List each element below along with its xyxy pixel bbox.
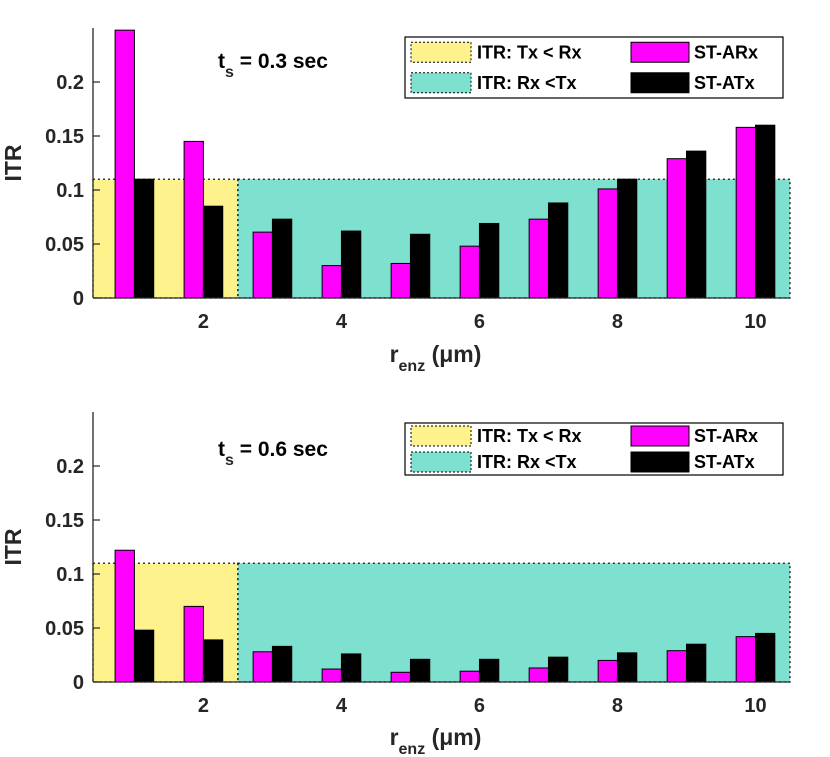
x-tick-label: 4 bbox=[336, 695, 348, 717]
bar-st-atx-4 bbox=[340, 230, 362, 299]
legend-swatch-region-2 bbox=[410, 451, 472, 473]
bar-st-atx-10 bbox=[754, 632, 776, 683]
bar-st-arx-10 bbox=[735, 126, 756, 299]
bar-st-atx-7 bbox=[547, 202, 569, 299]
bar-st-arx-6 bbox=[459, 670, 480, 683]
bar-st-atx-9 bbox=[685, 150, 707, 299]
legend-swatch-st-arx bbox=[630, 425, 690, 447]
legend-label-st-atx: ST-ATx bbox=[694, 73, 755, 93]
bar-st-arx-9 bbox=[666, 158, 687, 299]
x-tick-label: 2 bbox=[198, 311, 209, 333]
bar-st-atx-4 bbox=[340, 653, 362, 683]
x-axis-label: renz (μm) bbox=[390, 341, 482, 375]
x-tick-label: 6 bbox=[474, 311, 485, 333]
legend: ITR: Tx < Rx ITR: Rx <Tx ST-ARx ST-ATx bbox=[404, 36, 784, 99]
y-tick-label: 0.2 bbox=[56, 456, 84, 478]
bar-st-arx-7 bbox=[528, 667, 549, 683]
bar-st-arx-5 bbox=[390, 671, 411, 683]
y-axis-label: ITR bbox=[0, 144, 26, 181]
bar-st-arx-1 bbox=[114, 549, 135, 683]
bar-st-atx-7 bbox=[547, 656, 569, 683]
legend-swatch-region-1 bbox=[410, 425, 472, 447]
legend: ITR: Tx < Rx ITR: Rx <Tx ST-ARx ST-ATx bbox=[404, 422, 784, 476]
y-tick-label: 0.15 bbox=[45, 510, 84, 532]
x-tick-label: 4 bbox=[336, 311, 348, 333]
bar-st-arx-6 bbox=[459, 245, 480, 299]
legend-swatch-region-1 bbox=[410, 41, 472, 63]
legend-label-region-2: ITR: Rx <Tx bbox=[477, 73, 577, 93]
legend-swatch-st-atx bbox=[630, 72, 690, 94]
bar-st-atx-8 bbox=[616, 178, 638, 299]
x-tick-label: 10 bbox=[744, 311, 766, 333]
x-tick-label: 8 bbox=[612, 311, 623, 333]
legend-label-st-atx: ST-ATx bbox=[694, 452, 755, 472]
bar-st-atx-8 bbox=[616, 652, 638, 683]
y-tick-label: 0.15 bbox=[45, 126, 84, 148]
bar-st-atx-2 bbox=[202, 205, 224, 299]
x-tick-label: 10 bbox=[744, 695, 766, 717]
bar-st-atx-2 bbox=[202, 639, 224, 683]
y-tick-label: 0 bbox=[73, 672, 84, 694]
bar-st-atx-9 bbox=[685, 643, 707, 683]
bar-st-arx-8 bbox=[597, 188, 618, 299]
legend-label-st-arx: ST-ARx bbox=[694, 426, 758, 446]
bar-st-atx-3 bbox=[271, 218, 293, 299]
legend-swatch-region-2 bbox=[410, 72, 472, 94]
sample-time-annotation: ts = 0.3 sec bbox=[218, 50, 328, 81]
bar-st-atx-1 bbox=[133, 629, 155, 683]
bar-st-atx-5 bbox=[409, 658, 431, 683]
legend-label-region-1: ITR: Tx < Rx bbox=[477, 426, 582, 446]
bar-st-atx-1 bbox=[133, 178, 155, 299]
y-tick-label: 0 bbox=[73, 288, 84, 310]
bar-st-arx-4 bbox=[321, 668, 342, 683]
bar-st-arx-7 bbox=[528, 218, 549, 299]
legend-label-region-1: ITR: Tx < Rx bbox=[477, 42, 582, 62]
bar-st-arx-3 bbox=[252, 651, 273, 683]
region-rx-lt-tx bbox=[237, 178, 791, 299]
bar-st-arx-1 bbox=[114, 29, 135, 299]
chart-panel-1: 0 0.05 0.1 0.15 0.2 2 4 6 8 10 ITR renz (μm) ts = 0.… bbox=[0, 28, 791, 375]
y-tick-label: 0.2 bbox=[56, 72, 84, 94]
y-tick-label: 0.05 bbox=[45, 618, 84, 640]
bar-st-arx-2 bbox=[183, 605, 204, 683]
bar-st-atx-5 bbox=[409, 233, 431, 299]
bar-st-arx-3 bbox=[252, 231, 273, 299]
y-tick-label: 0.1 bbox=[56, 180, 84, 202]
y-tick-label: 0.1 bbox=[56, 564, 84, 586]
bar-st-atx-6 bbox=[478, 222, 500, 299]
legend-swatch-st-arx bbox=[630, 41, 690, 63]
x-tick-label: 6 bbox=[474, 695, 485, 717]
x-tick-label: 8 bbox=[612, 695, 623, 717]
bar-st-arx-4 bbox=[321, 265, 342, 299]
legend-label-region-2: ITR: Rx <Tx bbox=[477, 452, 577, 472]
bar-st-arx-9 bbox=[666, 650, 687, 683]
x-axis-label: renz (μm) bbox=[390, 724, 482, 757]
chart-panel-2: 0 0.05 0.1 0.15 0.2 2 4 6 8 10 ITR renz (μm) ts = 0.… bbox=[0, 412, 791, 757]
bar-st-atx-6 bbox=[478, 658, 500, 683]
bar-st-arx-8 bbox=[597, 659, 618, 683]
x-tick-label: 2 bbox=[198, 695, 209, 717]
legend-swatch-st-atx bbox=[630, 451, 690, 473]
legend-label-st-arx: ST-ARx bbox=[694, 42, 758, 62]
y-tick-label: 0.05 bbox=[45, 234, 84, 256]
bar-st-arx-10 bbox=[735, 636, 756, 683]
region-rx-lt-tx bbox=[237, 562, 791, 683]
bar-st-arx-5 bbox=[390, 262, 411, 299]
sample-time-annotation: ts = 0.6 sec bbox=[218, 438, 328, 469]
bar-st-atx-10 bbox=[754, 124, 776, 299]
bar-st-arx-2 bbox=[183, 140, 204, 299]
y-axis-label: ITR bbox=[0, 528, 26, 565]
bar-st-atx-3 bbox=[271, 645, 293, 683]
